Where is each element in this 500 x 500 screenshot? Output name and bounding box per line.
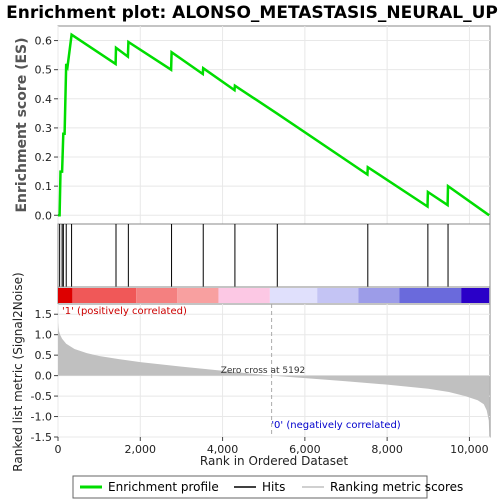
ranking-metric-panel: -1.5 -1.0 -0.5 0.0 0.5 1.0 1.5 '1' (positively… xyxy=(11,272,491,472)
bottom-y-ticks: -1.5 -1.0 -0.5 0.0 0.5 1.0 1.5 xyxy=(31,308,58,444)
x-tick-label: 10,000 xyxy=(450,443,489,456)
heatmap-segment xyxy=(218,288,270,303)
bottom-y-tick-label: -0.5 xyxy=(31,390,52,403)
bottom-y-tick-label: -1.0 xyxy=(31,411,52,424)
hit-lines xyxy=(59,224,449,287)
top-y-tick-label: 0.5 xyxy=(35,64,53,77)
top-y-tick-label: 0.4 xyxy=(35,93,53,106)
top-panel-frame xyxy=(57,25,491,225)
legend-items: Enrichment profile Hits Ranking metric sco… xyxy=(80,480,463,494)
heatmap-segment xyxy=(461,288,490,303)
x-tick-label: 6,000 xyxy=(289,443,321,456)
x-tick-label: 4,000 xyxy=(207,443,239,456)
x-tick-label: 2,000 xyxy=(125,443,157,456)
legend-label: Hits xyxy=(262,480,285,494)
legend: Enrichment profile Hits Ranking metric sco… xyxy=(72,475,463,499)
bottom-y-axis-label: Ranked list metric (Signal2Noise) xyxy=(11,272,25,471)
bottom-y-tick-label: 0.0 xyxy=(35,370,53,383)
bottom-y-tick-label: 1.0 xyxy=(35,329,53,342)
chart-title: Enrichment plot: ALONSO_METASTASIS_NEURA… xyxy=(6,3,498,23)
heatmap-segment xyxy=(58,288,73,303)
x-axis-label: Rank in Ordered Dataset xyxy=(200,454,348,468)
heatmap-segment xyxy=(177,288,219,303)
enrichment-profile-line xyxy=(58,32,490,217)
bottom-y-tick-label: 1.5 xyxy=(35,308,53,321)
heatmap-segment xyxy=(72,288,137,303)
zero-cross-label: Zero cross at 5192 xyxy=(221,366,306,376)
heatmap-segment xyxy=(317,288,359,303)
top-y-tick-label: 0.3 xyxy=(35,122,53,135)
positive-correlation-label: '1' (positively correlated) xyxy=(62,306,187,317)
hits-panel-frame xyxy=(57,223,491,288)
x-tick-label: 0 xyxy=(55,443,62,456)
hits-panel xyxy=(57,223,491,288)
top-y-ticks: 0.0 0.1 0.2 0.3 0.4 0.5 0.6 xyxy=(35,35,58,222)
heatmap-segment xyxy=(136,288,178,303)
heatmap-segment xyxy=(358,288,400,303)
bottom-y-tick-label: -1.5 xyxy=(31,431,52,444)
x-axis: 0 2,000 4,000 6,000 8,000 10,000 xyxy=(55,437,489,456)
enrichment-score-panel: 0.0 0.1 0.2 0.3 0.4 0.5 0.6 Enrichment score (… xyxy=(14,25,491,225)
rank-heatmap-bar xyxy=(57,286,491,305)
ranking-metric-area xyxy=(58,322,490,433)
bottom-y-tick-label: 0.5 xyxy=(35,349,53,362)
top-grid xyxy=(57,26,490,224)
legend-label: Enrichment profile xyxy=(108,480,219,494)
negative-correlation-label: '0' (negatively correlated) xyxy=(271,420,400,431)
heatmap-segment xyxy=(269,288,318,303)
top-y-tick-label: 0.0 xyxy=(35,209,53,222)
top-y-axis-label: Enrichment score (ES) xyxy=(14,37,30,212)
legend-label: Ranking metric scores xyxy=(330,480,463,494)
heatmap-segment xyxy=(399,288,462,303)
top-y-tick-label: 0.1 xyxy=(35,180,53,193)
top-y-tick-label: 0.6 xyxy=(35,35,53,48)
heatmap-segments xyxy=(58,288,490,303)
top-y-tick-label: 0.2 xyxy=(35,151,53,164)
x-tick-label: 8,000 xyxy=(371,443,403,456)
